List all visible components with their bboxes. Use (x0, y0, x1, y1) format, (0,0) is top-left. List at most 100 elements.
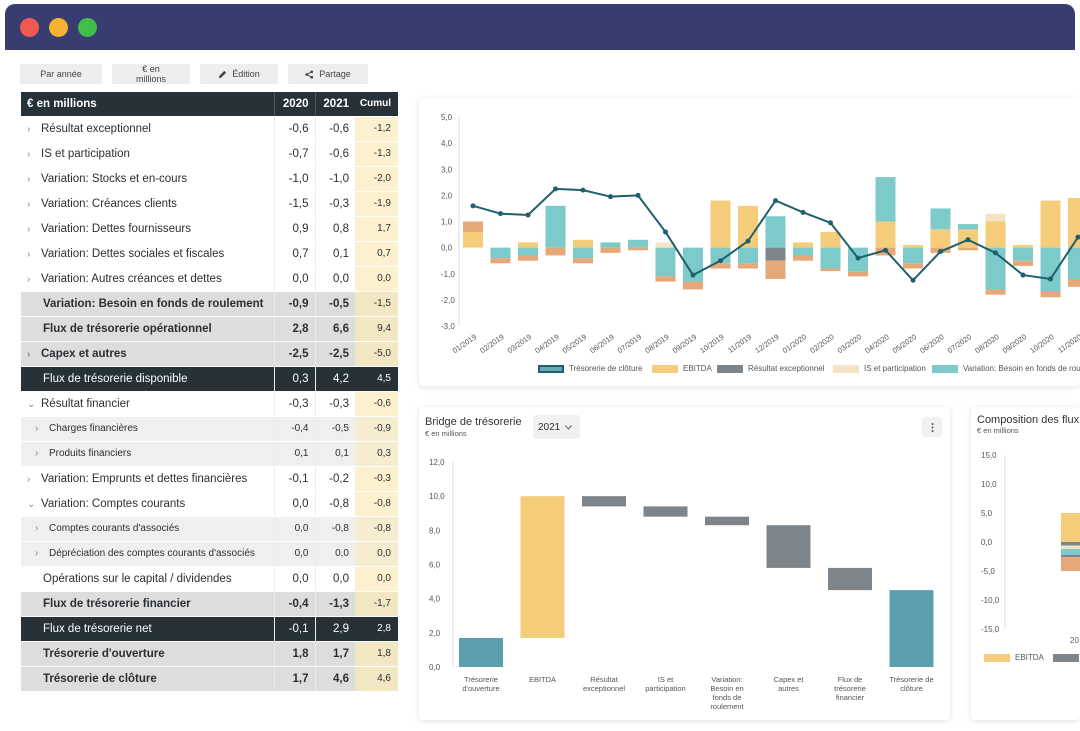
table-row[interactable]: › Dépréciation des comptes courants d'ass… (21, 541, 398, 567)
cell-y2021: 6,6 (314, 316, 355, 342)
cloture-point-6 (635, 192, 641, 198)
bar-capex-7 (655, 276, 676, 282)
x-tick-label: Besoin en (710, 684, 743, 693)
minimize-window-button[interactable] (49, 18, 68, 37)
close-window-button[interactable] (20, 18, 39, 37)
x-tick-label: 03/2020 (836, 332, 863, 355)
row-label-text: Trésorerie d'ouverture (43, 647, 165, 660)
chevron-right-icon[interactable]: › (35, 548, 39, 559)
chevron-right-icon[interactable]: › (27, 473, 31, 485)
bar-variation-besoin-en-fonds-de-roulement-12 (793, 247, 813, 256)
waterfall-bar-0 (459, 637, 503, 667)
bar-capex-9 (710, 263, 731, 269)
cell-cumul: 1,7 (355, 216, 398, 242)
bar-variation-besoin-en-fonds-de-roulement-5 (600, 242, 621, 248)
edit-button[interactable]: Édition (200, 64, 278, 84)
legend-ebitda[interactable]: EBITDA (652, 364, 712, 373)
waterfall-bar-5 (766, 525, 811, 568)
table-row[interactable]: › IS et participation -0,7 -0,6 -1,3 (21, 141, 398, 167)
row-label-text: Flux de trésorerie net (43, 622, 152, 635)
chevron-down-icon[interactable]: ⌄ (27, 398, 36, 410)
unit-button[interactable]: € en millions (112, 64, 190, 84)
bar-ebitda-13 (820, 231, 841, 248)
chevron-right-icon[interactable]: › (27, 273, 31, 285)
legend-is[interactable]: IS et participation (833, 364, 926, 373)
legend-cloture[interactable]: Trésorerie de clôture (538, 364, 643, 373)
cell-cumul: 2,8 (355, 616, 398, 642)
legend-composition-ebitda-swatch (984, 653, 1010, 662)
x-tick-label: 10/2019 (698, 332, 725, 355)
chevron-right-icon[interactable]: › (27, 198, 31, 210)
cell-cumul: -1,2 (355, 116, 398, 142)
legend-bfr-swatch (932, 364, 958, 373)
legend-composition-ebitda[interactable]: EBITDA (984, 653, 1044, 662)
toolbar: Par année € en millions Édition Partage (20, 64, 368, 84)
x-tick-label: Résultat (590, 675, 618, 684)
table-row[interactable]: › Variation: Dettes sociales et fiscales 0… (21, 241, 398, 267)
bar-capex-21 (1040, 292, 1061, 298)
monthly-cashflow-card: 5,0 4,0 3,0 2,0 1,0 0,0 -1,0 -2,0 -3,0 01/2019 02/… (419, 98, 1080, 386)
table-row[interactable]: › Résultat exceptionnel -0,6 -0,6 -1,2 (21, 116, 398, 142)
chevron-down-icon[interactable]: ⌄ (27, 498, 36, 510)
cloture-point-3 (553, 186, 558, 192)
by-year-button[interactable]: Par année (20, 64, 102, 84)
x-tick-label: 11/2020 (1056, 332, 1080, 355)
table-row[interactable]: › Variation: Créances clients -1,5 -0,3 -1,9 (21, 191, 398, 217)
chevron-right-icon[interactable]: › (27, 248, 31, 260)
chevron-right-icon[interactable]: › (35, 523, 39, 534)
chevron-right-icon[interactable]: › (35, 448, 39, 459)
legend-bfr[interactable]: Variation: Besoin en fonds de roulement (932, 364, 1080, 373)
y-tick-label: 3,0 (441, 165, 453, 174)
bar-capex-0 (463, 221, 483, 232)
share-button[interactable]: Partage (288, 64, 368, 84)
table-row[interactable]: ⌄ Variation: Comptes courants 0,0 -0,8 -0,8 (21, 491, 398, 517)
chevron-right-icon[interactable]: › (27, 173, 31, 185)
bar-ebitda-19 (985, 221, 1006, 248)
cell-cumul: 9,4 (355, 316, 398, 342)
table-row[interactable]: › Produits financiers 0,1 0,1 0,3 (21, 441, 398, 467)
chevron-right-icon[interactable]: › (27, 123, 31, 135)
chevron-right-icon[interactable]: › (27, 348, 31, 360)
bar-capex-3 (545, 247, 566, 256)
table-row[interactable]: › Variation: Emprunts et dettes financièr… (21, 466, 398, 492)
cell-y2021: 0,8 (314, 216, 355, 242)
y-tick-label: 8,0 (429, 526, 441, 535)
x-tick-label: 07/2020 (946, 332, 973, 355)
legend-composition-other-swatch[interactable] (1053, 654, 1079, 662)
header-2020[interactable]: 2020 (273, 92, 315, 117)
row-label: › IS et participation (21, 141, 274, 167)
monthly-cashflow-chart: 5,04,03,02,01,00,0-1,0-2,0-3,001/2019 02/… (441, 113, 1080, 355)
bar-capex-2 (518, 255, 538, 261)
table-row[interactable]: › Capex et autres -2,5 -2,5 -5,0 (21, 341, 398, 367)
table-row[interactable]: › Variation: Dettes fournisseurs 0,9 0,8 1,7 (21, 216, 398, 242)
bar-capex-20 (1013, 260, 1033, 266)
legend-exceptionnel[interactable]: Résultat exceptionnel (717, 364, 825, 373)
x-tick-label: Variation: (711, 675, 742, 684)
header-cumul[interactable]: Cumul (355, 92, 398, 117)
cell-y2021: -0,2 (314, 466, 355, 492)
bridge-subtitle: € en millions (425, 429, 467, 438)
x-tick-label: autres (778, 684, 799, 693)
cell-y2021: 2,9 (314, 616, 355, 642)
chevron-right-icon[interactable]: › (27, 148, 31, 160)
table-row[interactable]: › Variation: Autres créances et dettes 0,0… (21, 266, 398, 292)
maximize-window-button[interactable] (78, 18, 97, 37)
cloture-point-18 (965, 237, 971, 243)
chevron-right-icon[interactable]: › (27, 223, 31, 235)
cell-y2020: -0,4 (273, 591, 315, 617)
year-select[interactable]: 2021 (533, 415, 580, 439)
table-row[interactable]: › Variation: Stocks et en-cours -1,0 -1,0 -2… (21, 166, 398, 192)
header-2021[interactable]: 2021 (314, 92, 355, 117)
table-row[interactable]: › Charges financières -0,4 -0,5 -0,9 (21, 416, 398, 442)
more-options-button[interactable] (922, 417, 942, 437)
bar-ebitda-21 (1040, 200, 1061, 248)
chevron-right-icon[interactable]: › (35, 423, 39, 434)
waterfall-bar-2 (582, 496, 626, 507)
cloture-point-22 (1075, 234, 1080, 240)
composition-bar-4 (1061, 554, 1080, 558)
table-row[interactable]: ⌄ Résultat financier -0,3 -0,3 -0,6 (21, 391, 398, 417)
row-label: Opérations sur le capital / dividendes (21, 566, 274, 592)
row-label: › Variation: Emprunts et dettes financièr… (21, 466, 274, 492)
bar-ebitda-15 (875, 221, 896, 248)
table-row[interactable]: › Comptes courants d'associés 0,0 -0,8 -0,8 (21, 516, 398, 542)
